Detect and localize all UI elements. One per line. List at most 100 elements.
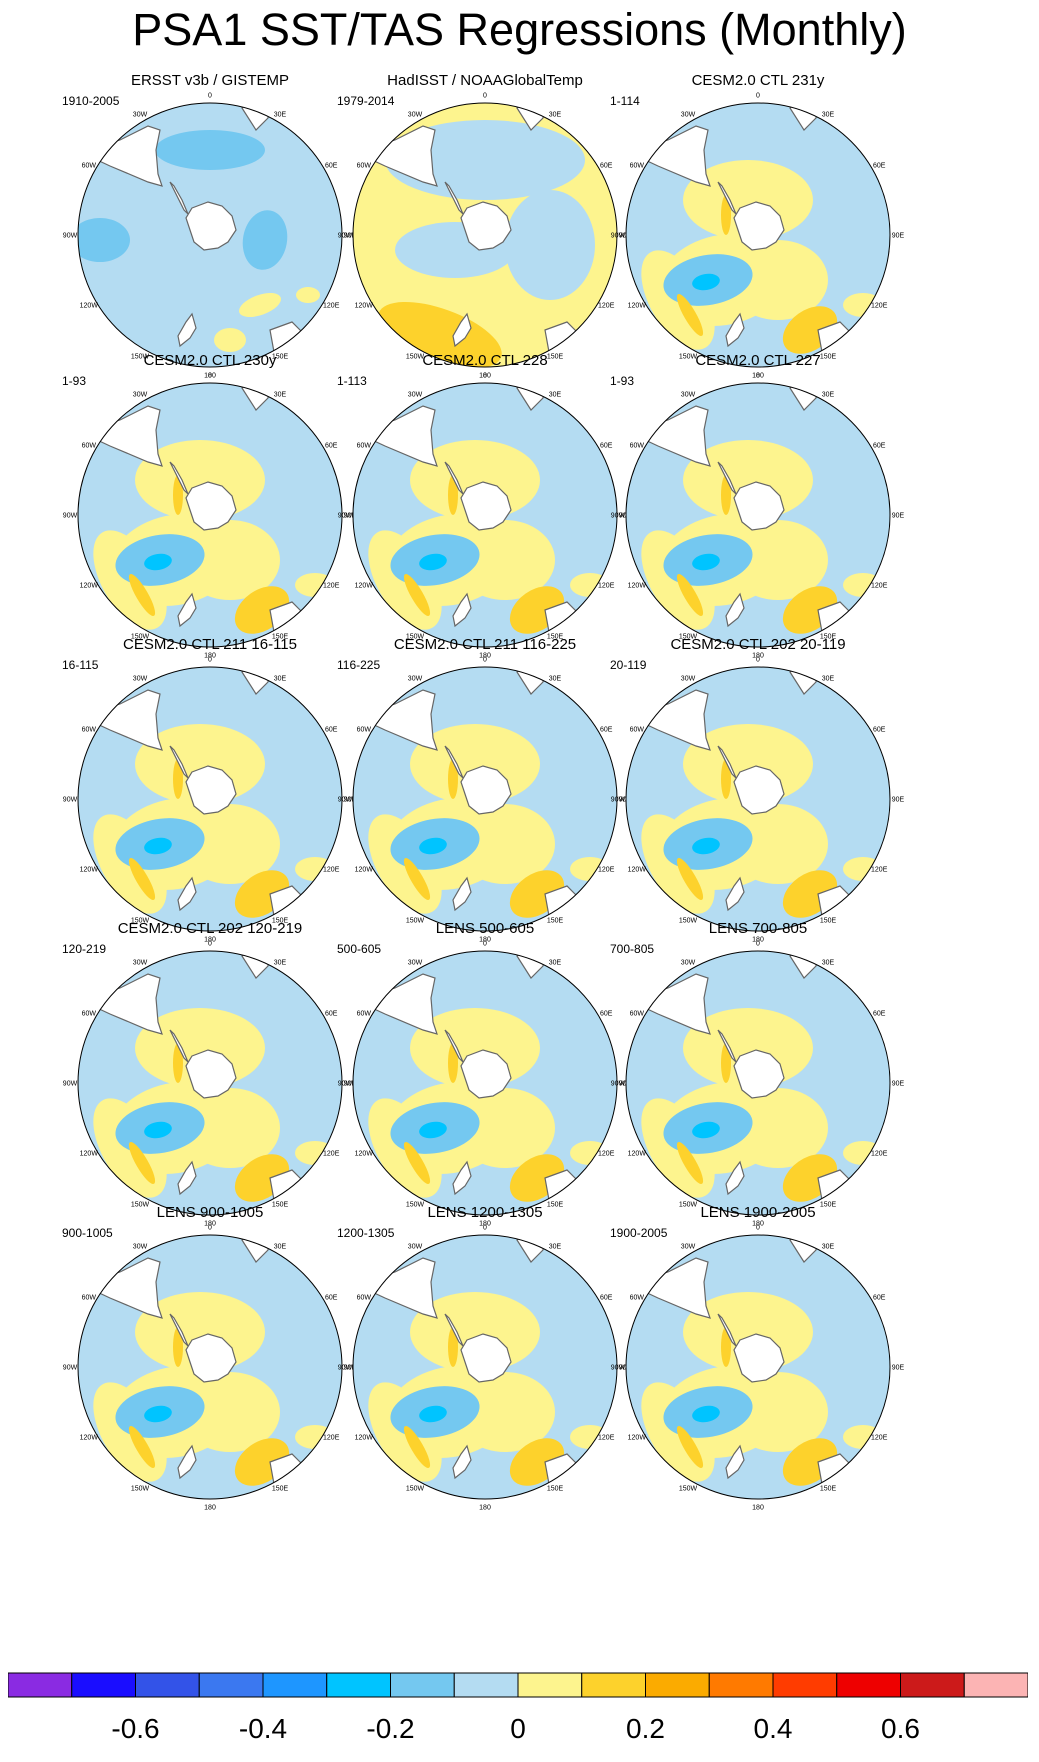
panel-period: 1-113 [337,374,367,388]
longitude-label: 120E [871,1435,888,1442]
longitude-label: 60W [82,727,97,734]
longitude-label: 60E [600,1295,613,1302]
longitude-label: 60W [82,1011,97,1018]
longitude-label: 30E [274,391,287,398]
longitude-label: 120W [628,1435,647,1442]
longitude-label: 150W [406,918,425,925]
map-border [77,1234,343,1500]
panel-title: CESM2.0 CTL 227 [695,352,821,369]
longitude-label: 120E [323,303,340,310]
longitude-label: 30W [681,1243,696,1250]
longitude-label: 150W [131,634,150,641]
longitude-label: 90E [619,1365,632,1372]
longitude-label: 60E [873,163,886,170]
longitude-label: 30E [549,959,562,966]
panel-period: 16-115 [62,658,99,672]
longitude-label: 150E [272,1202,289,1209]
longitude-label: 30E [822,959,835,966]
antarctic-peninsula [717,461,737,495]
longitude-label: 60E [325,1011,338,1018]
longitude-label: 120W [355,1151,374,1158]
polar-map: 0 30E 60E 90E 120E 150E 180 150W 120W 90W 60W 30W [611,373,905,660]
map-panel: CESM2.0 CTL 231y 1-114 0 30E 60E 90E 120E 150E 1… [608,72,908,382]
polar-map: 0 30E 60E 90E 120E 150E 180 150W 120W 90W 60W 30W [338,657,632,944]
south-america [353,689,438,751]
anomaly-blob [419,553,447,571]
longitude-label: 60W [630,1295,645,1302]
panel-period: 1200-1305 [337,1226,395,1240]
panel-period: 1-93 [610,374,635,388]
south-america [353,973,438,1035]
antarctica-landmass [733,201,785,251]
panel-title: CESM2.0 CTL 228 [422,352,548,369]
map-panel: CESM2.0 CTL 228 1-113 0 30E 60E 90E 120E 150E 18… [335,352,635,662]
map-border [352,1234,618,1500]
antarctica-landmass [460,1049,512,1099]
map-panel: LENS 1200-1305 1200-1305 0 30E 60E 90E 120E 150… [335,1204,635,1514]
anomaly-blob [173,1327,183,1367]
colorbar-swatch [517,1672,583,1698]
longitude-label: 60E [600,727,613,734]
anomaly-blob [676,858,704,900]
longitude-label: 60W [82,443,97,450]
anomaly-blob [505,190,595,300]
antarctica-landmass [460,765,512,815]
longitude-label: 60E [873,727,886,734]
madagascar [307,692,317,714]
anomaly-blob [692,273,720,291]
polar-map: 0 30E 60E 90E 120E 150E 180 150W 120W 90W 60W 30W [338,93,632,380]
colorbar-tick-label: 0 [510,1713,526,1744]
longitude-label: 150E [820,1202,837,1209]
longitude-label: 30E [549,391,562,398]
anomaly-blob [728,240,828,320]
colorbar [8,1672,1028,1698]
longitude-label: 150W [131,1202,150,1209]
longitude-label: 30W [408,1243,423,1250]
longitude-label: 60W [82,1295,97,1302]
panel-title: LENS 900-1005 [156,1204,264,1221]
antarctica-landmass [185,765,237,815]
panel-title: LENS 500-605 [435,920,535,937]
map-border [625,382,891,648]
longitude-label: 0 [208,941,212,948]
antarctica-landmass [733,1333,785,1383]
anomaly-blob [721,195,731,235]
anomaly-blob [419,837,447,855]
polar-map: 0 30E 60E 90E 120E 150E 180 150W 120W 90W 60W 30W [338,373,632,660]
panel-period: 1910-2005 [62,94,120,108]
antarctica-landmass [733,1049,785,1099]
longitude-label: 150E [820,634,837,641]
longitude-label: 150E [547,918,564,925]
madagascar [855,976,865,998]
longitude-label: 180 [479,1221,491,1228]
longitude-label: 120E [871,1151,888,1158]
south-america [626,125,711,187]
longitude-label: 90E [619,233,632,240]
longitude-label: 60E [600,163,613,170]
longitude-label: 120W [628,1151,647,1158]
anomaly-blob [728,1372,828,1452]
longitude-label: 90W [611,513,626,520]
anomaly-blob [403,1426,431,1468]
antarctic-peninsula [717,745,737,779]
longitude-label: 30W [681,959,696,966]
longitude-label: 120W [628,303,647,310]
anomaly-blob [242,210,288,270]
longitude-label: 60W [630,163,645,170]
anomaly-blob [128,858,156,900]
longitude-label: 120W [355,867,374,874]
panel-period: 900-1005 [62,1226,113,1240]
map-panel: LENS 500-605 500-605 0 30E 60E 90E 120E 150E 180… [335,920,635,1230]
antarctica-landmass [185,481,237,531]
anomaly-blob [448,1043,458,1083]
longitude-label: 30E [274,111,287,118]
south-america [78,689,163,751]
panel-period: 1-114 [610,94,640,108]
anomaly-blob [403,574,431,616]
anomaly-blob [403,1142,431,1184]
anomaly-blob [214,328,246,352]
antarctic-peninsula [717,181,737,215]
longitude-label: 90W [338,1365,353,1372]
longitude-label: 0 [483,373,487,380]
colorbar-swatch [326,1672,391,1698]
